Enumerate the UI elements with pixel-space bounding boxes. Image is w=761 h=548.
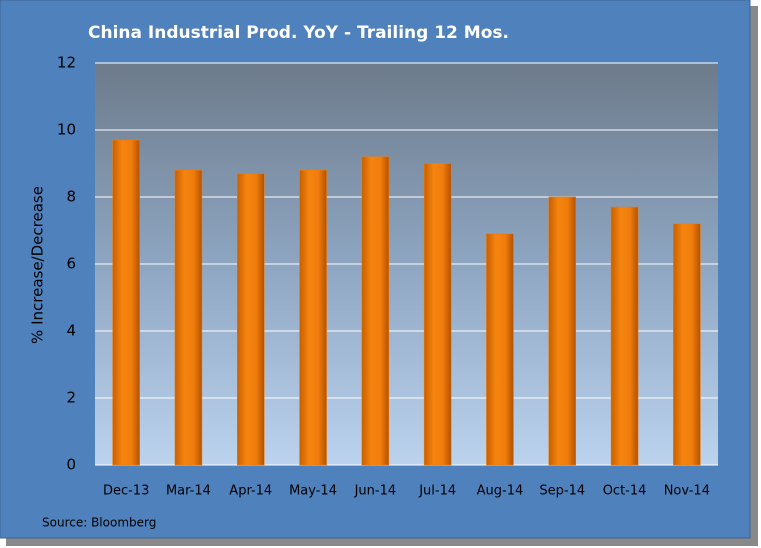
bar [174,169,203,466]
source-note: Source: Bloomberg [42,516,156,530]
y-tick-label: 10 [57,121,76,139]
bar [299,169,327,466]
x-tick-label: Dec-13 [103,484,149,499]
y-tick-label: 12 [57,54,76,72]
y-tick-label: 6 [66,255,76,273]
bar [610,206,639,466]
x-tick-label: May-14 [289,484,337,499]
bar [486,233,514,466]
x-tick-label: Jul-14 [418,484,456,499]
x-tick-label: Mar-14 [166,484,211,499]
chart-title: China Industrial Prod. YoY - Trailing 12… [88,23,509,43]
x-tick-label: Oct-14 [603,484,647,499]
bar [361,156,390,466]
x-tick-label: Nov-14 [664,484,710,499]
y-axis-label: % Increase/Decrease [29,186,47,344]
x-tick-label: Apr-14 [229,484,272,499]
bar [548,196,576,466]
bar [673,223,701,466]
x-tick-label: Jun-14 [354,484,397,499]
y-tick-label: 4 [66,322,76,340]
y-tick-label: 0 [66,456,76,474]
bar [237,173,265,466]
bar [112,139,140,466]
bar [423,163,452,466]
y-tick-label: 2 [66,389,76,407]
x-tick-label: Sep-14 [539,484,585,499]
x-tick-label: Aug-14 [477,484,524,499]
y-tick-label: 8 [66,188,76,206]
